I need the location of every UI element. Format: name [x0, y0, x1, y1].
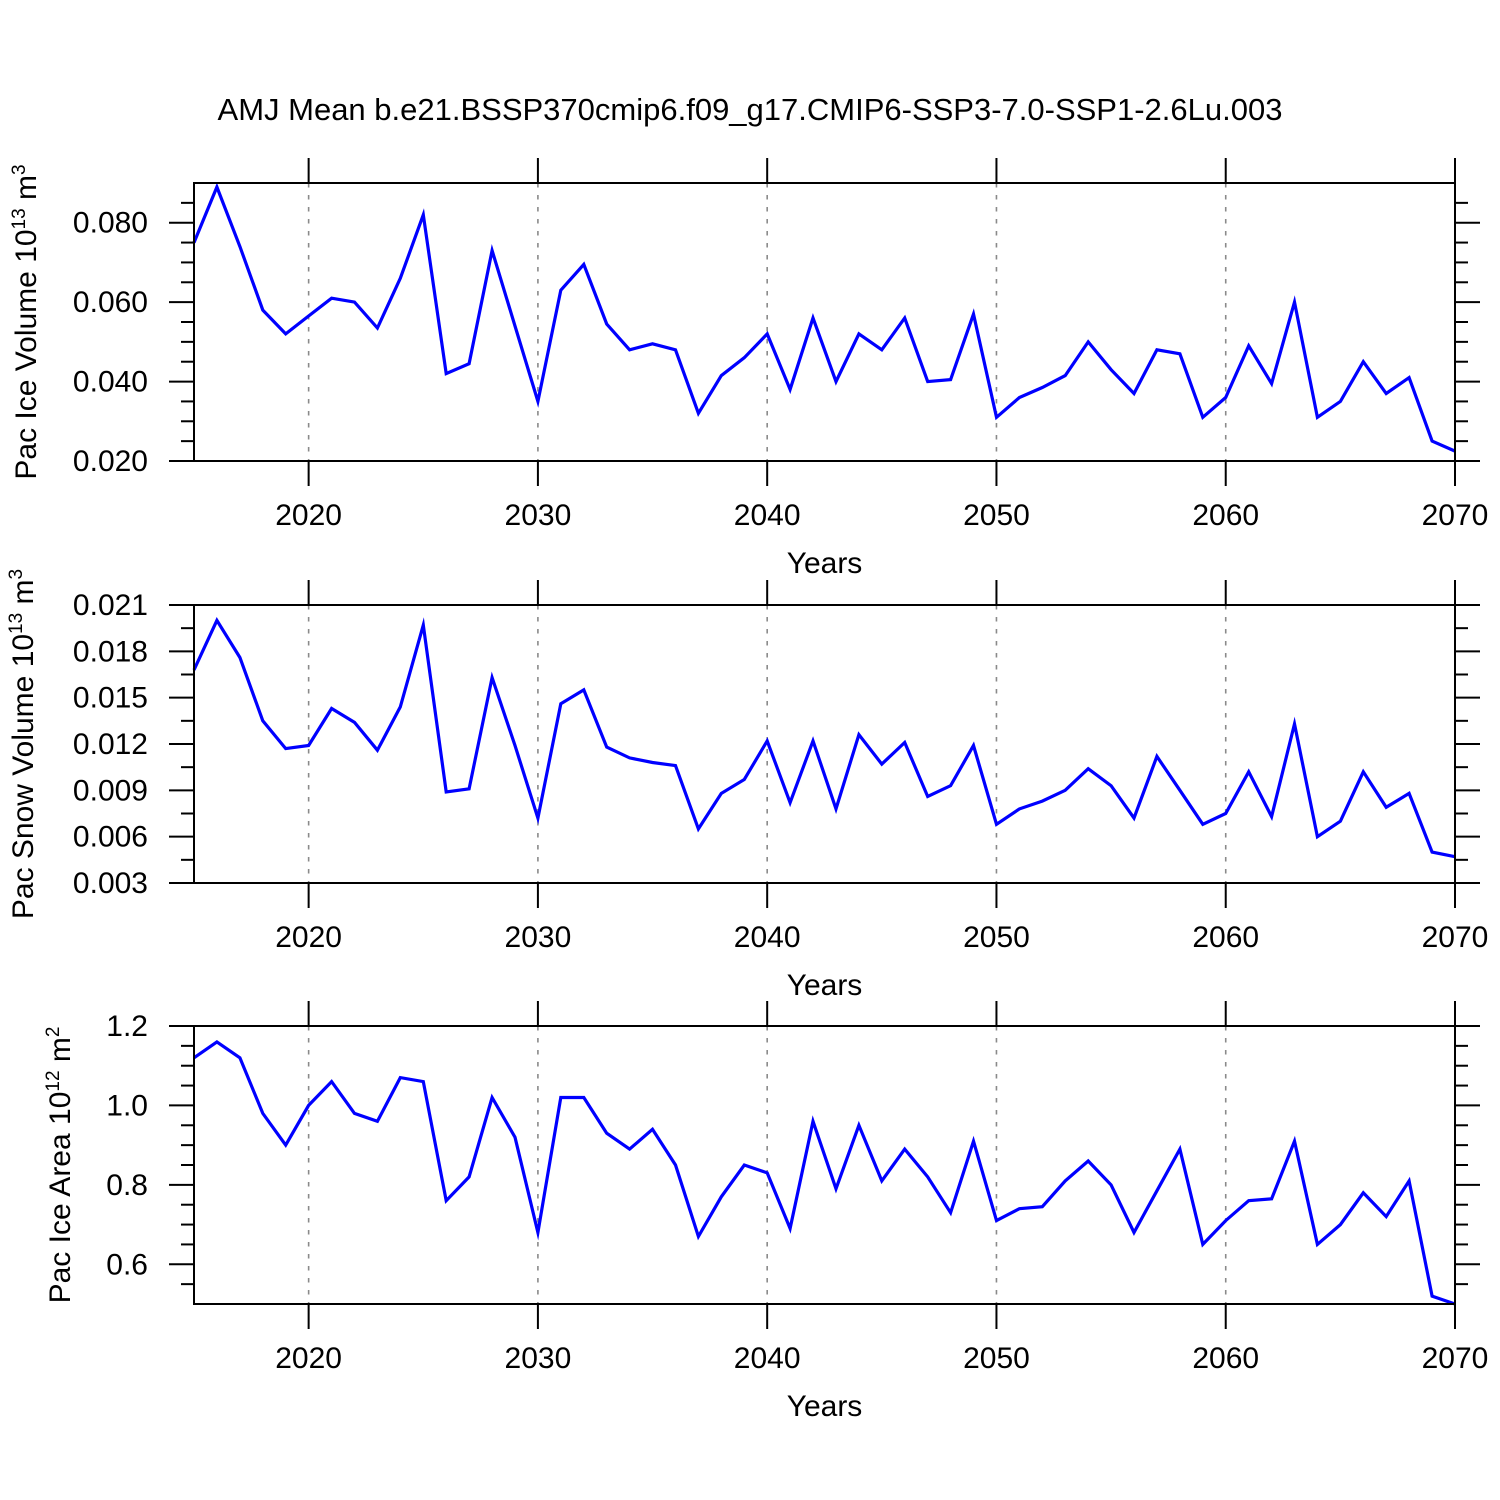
x-tick-label: 2030 [505, 921, 572, 954]
series-line [192, 617, 1456, 859]
x-tick-label: 2050 [963, 921, 1030, 954]
plot-box [193, 182, 1456, 462]
x-axis-title: Years [787, 969, 863, 1002]
y-tick-label: 0.012 [73, 728, 148, 761]
y-axis-title: Pac Snow Volume 1013 m3 [6, 569, 40, 919]
chart-pac-ice-area: 2020 2030 2040 2050 2060 2070 0.6 0.8 1.0 1.2 Year… [43, 1001, 1488, 1423]
y-tick-label: 0.009 [73, 774, 148, 807]
x-tick-label: 2030 [505, 499, 572, 532]
series-line [192, 182, 1456, 453]
x-tick-label: 2060 [1192, 499, 1259, 532]
chart-pac-ice-volume: 2020 2030 2040 2050 2060 2070 0.020 0.040 0.060 0… [9, 158, 1488, 580]
y-tick-label: 0.080 [73, 207, 148, 240]
y-tick-label: 0.003 [73, 867, 148, 900]
x-tick-label: 2070 [1422, 921, 1489, 954]
x-tick-label: 2030 [505, 1342, 572, 1375]
y-tick-label: 0.018 [73, 635, 148, 668]
y-tick-label: 0.8 [106, 1169, 148, 1202]
y-tick-label: 0.015 [73, 682, 148, 715]
x-tick-label: 2060 [1192, 921, 1259, 954]
y-tick-label: 1.2 [106, 1010, 148, 1043]
plot-box [193, 604, 1456, 884]
x-tick-label: 2070 [1422, 1342, 1489, 1375]
y-tick-label: 0.020 [73, 445, 148, 478]
x-tick-label: 2020 [275, 499, 342, 532]
y-tick-label: 0.006 [73, 821, 148, 854]
x-tick-label: 2020 [275, 1342, 342, 1375]
x-tick-label: 2060 [1192, 1342, 1259, 1375]
series-line [193, 1039, 1456, 1306]
x-axis-title: Years [787, 1390, 863, 1423]
y-tick-label: 0.060 [73, 286, 148, 319]
y-tick-label: 0.021 [73, 589, 148, 622]
plot-box [193, 1025, 1456, 1305]
x-tick-label: 2050 [963, 499, 1030, 532]
x-tick-label: 2040 [734, 499, 801, 532]
x-tick-label: 2070 [1422, 499, 1489, 532]
y-tick-label: 1.0 [106, 1089, 148, 1122]
y-axis-title: Pac Ice Area 1012 m2 [43, 1027, 77, 1304]
y-axis-title: Pac Ice Volume 1013 m3 [9, 164, 43, 479]
x-tick-label: 2040 [734, 1342, 801, 1375]
figure-title: AMJ Mean b.e21.BSSP370cmip6.f09_g17.CMIP… [217, 92, 1283, 127]
y-tick-label: 0.040 [73, 366, 148, 399]
y-tick-label: 0.6 [106, 1248, 148, 1281]
x-axis-title: Years [787, 547, 863, 580]
x-tick-label: 2020 [275, 921, 342, 954]
x-tick-label: 2050 [963, 1342, 1030, 1375]
x-tick-label: 2040 [734, 921, 801, 954]
chart-pac-snow-volume: 2020 2030 2040 2050 2060 2070 0.003 0.006 0.009 0… [6, 569, 1488, 1002]
